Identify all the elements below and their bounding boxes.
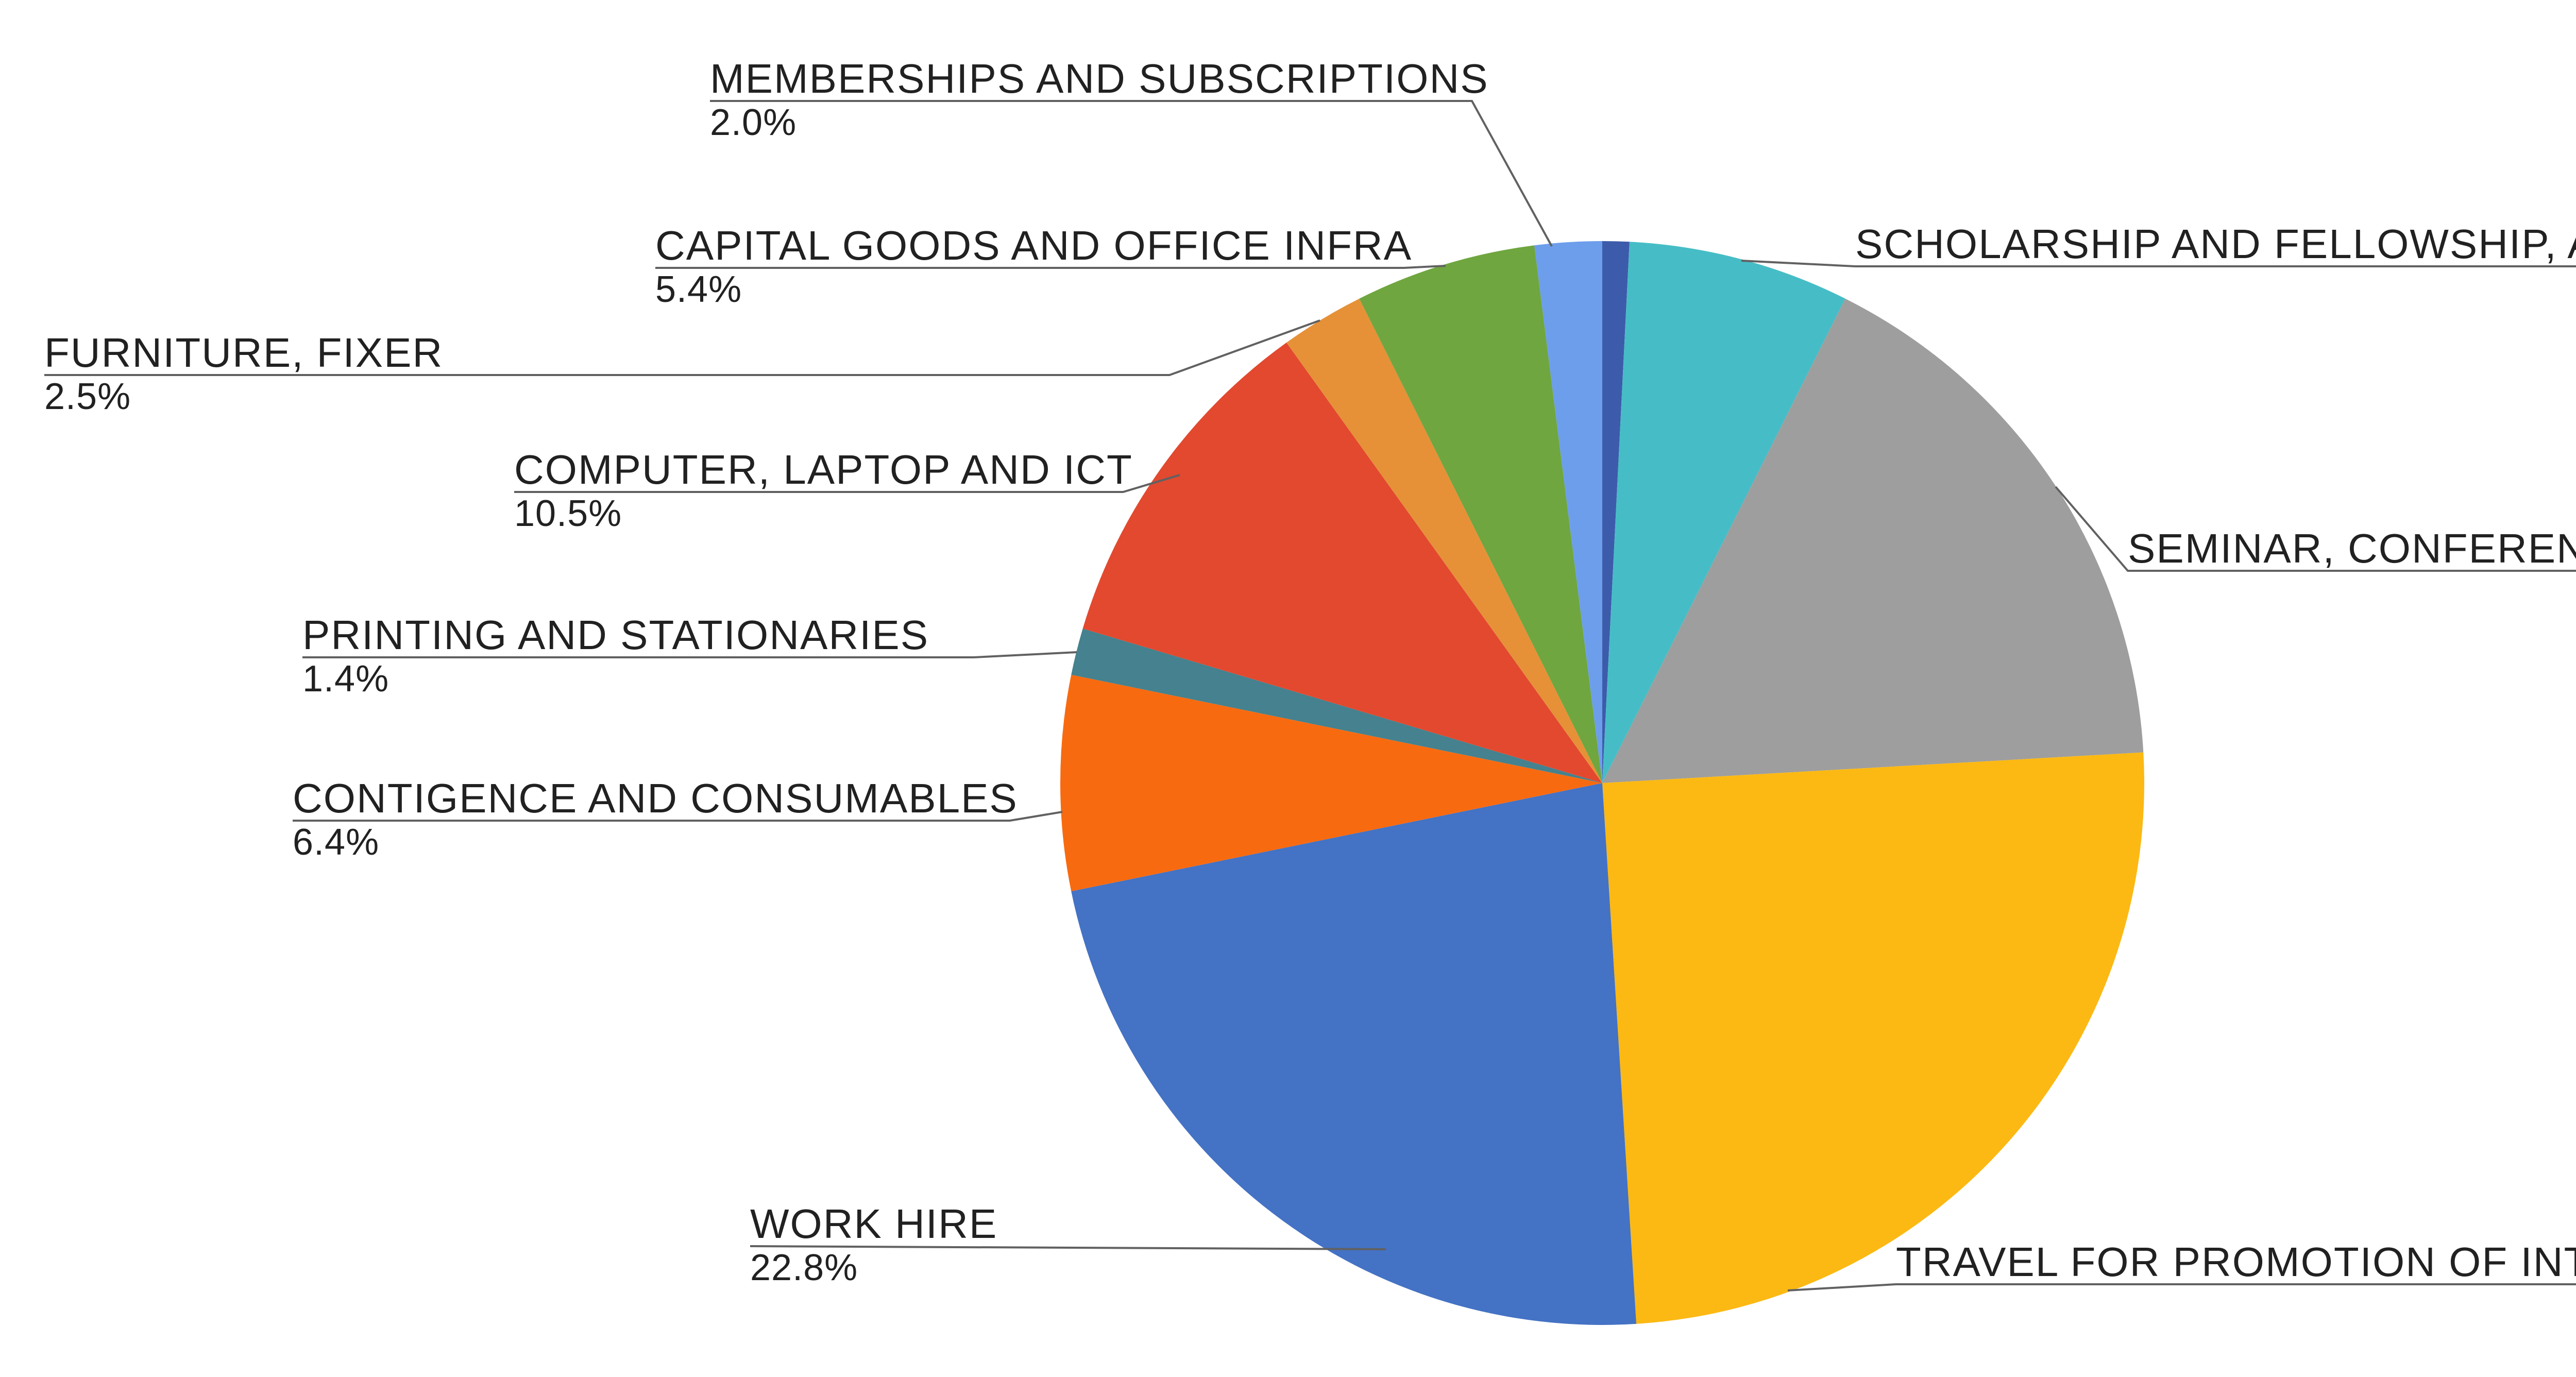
pie-slice-unlabeled[interactable] bbox=[1602, 241, 1630, 784]
slice-label-capital-goods-and-office-infra: CAPITAL GOODS AND OFFICE INFRA bbox=[655, 223, 1412, 268]
pie-slice-scholarship-and-fellowship-awards-rewards[interactable] bbox=[1602, 242, 1845, 783]
slice-label-furniture-fixer: FURNITURE, FIXER bbox=[44, 330, 443, 376]
slice-label-work-hire: WORK HIRE bbox=[750, 1201, 997, 1247]
slice-percent-contigence-and-consumables: 6.4% bbox=[293, 822, 379, 863]
slice-label-memberships-and-subscriptions: MEMBERSHIPS AND SUBSCRIPTIONS bbox=[710, 56, 1489, 101]
slice-label-travel-for-promotion-of-international-relations: TRAVEL FOR PROMOTION OF INTERNATIONAL RE… bbox=[1896, 1239, 2576, 1285]
pie-slice-printing-and-stationaries[interactable] bbox=[1071, 628, 1602, 783]
pie-slice-capital-goods-and-office-infra[interactable] bbox=[1359, 245, 1602, 783]
slice-label-printing-and-stationaries: PRINTING AND STATIONARIES bbox=[302, 612, 929, 658]
leader-line-travel-for-promotion-of-international-relations bbox=[1787, 1283, 2576, 1291]
leader-line-contigence-and-consumables bbox=[293, 811, 1063, 822]
slice-label-scholarship-and-fellowship-awards-rewards: SCHOLARSHIP AND FELLOWSHIP, AWARDS, REWA… bbox=[1855, 221, 2576, 267]
leader-line-capital-goods-and-office-infra bbox=[655, 265, 1446, 269]
pie-slice-travel-for-promotion-of-international-relations[interactable] bbox=[1602, 752, 2144, 1324]
pie-slice-furniture-fixer[interactable] bbox=[1286, 298, 1602, 783]
slice-percent-memberships-and-subscriptions: 2.0% bbox=[710, 102, 796, 143]
slice-percent-printing-and-stationaries: 1.4% bbox=[302, 658, 389, 700]
pie-slice-work-hire[interactable] bbox=[1071, 783, 1637, 1325]
pie-slice-memberships-and-subscriptions[interactable] bbox=[1534, 241, 1602, 783]
pie-slice-contigence-and-consumables[interactable] bbox=[1060, 674, 1602, 892]
pie-slice-computer-laptop-and-ict[interactable] bbox=[1082, 343, 1602, 783]
slice-label-computer-laptop-and-ict: COMPUTER, LAPTOP AND ICT bbox=[514, 447, 1133, 492]
leader-line-seminar-conference-events-and-dele bbox=[2055, 486, 2576, 572]
slice-label-seminar-conference-events-and-dele: SEMINAR, CONFERENCE, EVENTS AND DELE... bbox=[2128, 525, 2576, 571]
leader-line-computer-laptop-and-ict bbox=[514, 474, 1180, 493]
slice-percent-capital-goods-and-office-infra: 5.4% bbox=[655, 269, 742, 310]
slice-percent-computer-laptop-and-ict: 10.5% bbox=[514, 493, 622, 534]
pie-slice-seminar-conference-events-and-dele[interactable] bbox=[1602, 298, 2144, 783]
leader-line-work-hire bbox=[750, 1245, 1386, 1250]
leader-line-scholarship-and-fellowship-awards-rewards bbox=[1741, 260, 2576, 267]
slice-percent-work-hire: 22.8% bbox=[750, 1247, 858, 1288]
leader-line-memberships-and-subscriptions bbox=[710, 100, 1553, 247]
slice-percent-furniture-fixer: 2.5% bbox=[44, 376, 131, 417]
leader-line-printing-and-stationaries bbox=[302, 651, 1077, 658]
slice-label-contigence-and-consumables: CONTIGENCE AND CONSUMABLES bbox=[293, 775, 1018, 821]
leader-line-furniture-fixer bbox=[44, 319, 1320, 376]
